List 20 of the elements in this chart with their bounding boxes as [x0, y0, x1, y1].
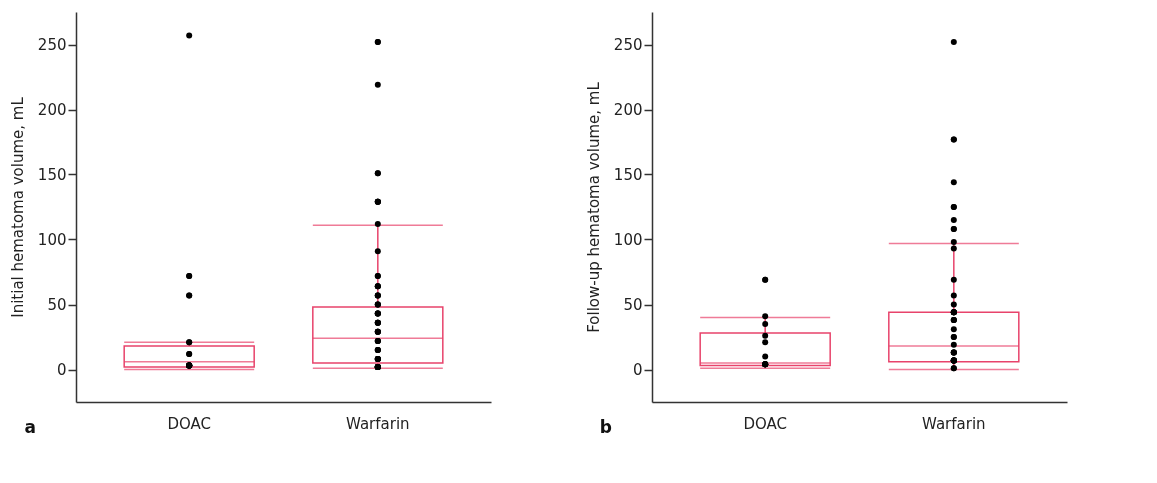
text: a — [24, 417, 36, 437]
text: b — [599, 417, 612, 437]
x-tick-label: DOAC — [743, 414, 787, 433]
x-tick-label: Warfarin — [922, 414, 986, 433]
y-tick-label: 50 — [623, 296, 643, 314]
y-tick-label: 150 — [37, 166, 67, 184]
y-axis-title: Follow-up hematoma volume, mL — [584, 81, 603, 333]
y-tick-label: 250 — [37, 36, 67, 54]
y-tick-label: 250 — [613, 36, 643, 54]
y-tick-label: 200 — [37, 101, 67, 119]
y-tick-label: 150 — [613, 166, 643, 184]
y-tick-label: 0 — [632, 361, 643, 379]
x-tick-label: DOAC — [167, 414, 211, 433]
y-tick-label: 50 — [47, 296, 67, 314]
y-tick-label: 100 — [37, 231, 67, 249]
x-tick-label: Warfarin — [346, 414, 410, 433]
y-tick-label: 100 — [613, 231, 643, 249]
y-axis-title: Initial hematoma volume, mL — [8, 96, 27, 318]
y-tick-label: 0 — [56, 361, 67, 379]
y-tick-label: 200 — [613, 101, 643, 119]
